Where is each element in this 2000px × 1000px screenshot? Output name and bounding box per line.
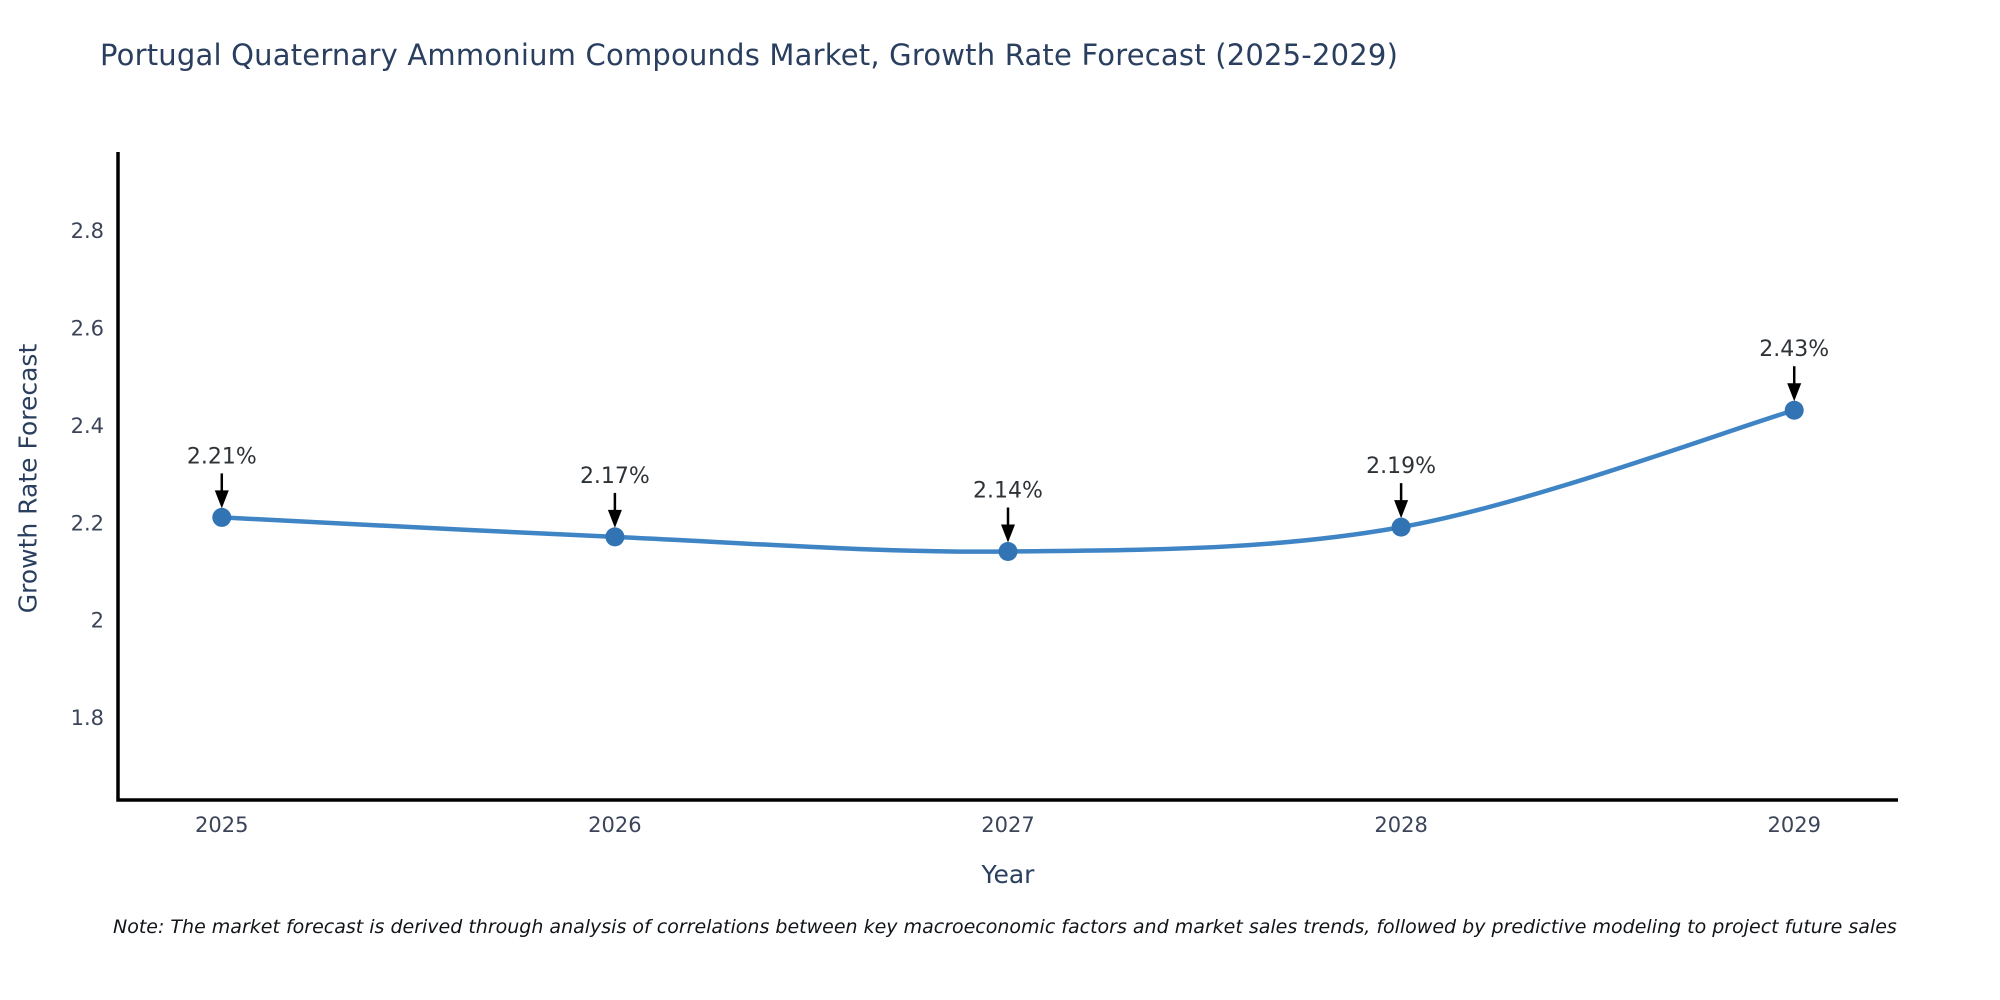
footnote-text: Note: The market forecast is derived thr… <box>113 916 1897 938</box>
data-point-marker[interactable] <box>212 507 232 527</box>
x-tick-label: 2028 <box>1374 813 1427 837</box>
data-point-marker[interactable] <box>605 527 625 547</box>
x-tick-label: 2025 <box>195 813 248 837</box>
annotation-arrowhead-icon <box>1787 383 1802 402</box>
annotation-arrowhead-icon <box>214 490 229 509</box>
annotation-arrowhead-icon <box>607 509 622 528</box>
data-point-marker[interactable] <box>1391 517 1411 537</box>
annotation-arrowhead-icon <box>1001 524 1015 543</box>
annotation-label: 2.21% <box>187 444 257 469</box>
annotation-label: 2.14% <box>973 479 1043 504</box>
x-axis-title: Year <box>981 860 1035 889</box>
axis-lines <box>116 152 1898 802</box>
x-tick-label: 2026 <box>588 813 641 837</box>
x-tick-label: 2027 <box>981 813 1034 837</box>
annotation-label: 2.19% <box>1366 454 1436 479</box>
data-point-marker[interactable] <box>998 542 1018 562</box>
y-tick-label: 2.8 <box>71 219 104 243</box>
chart-title: Portugal Quaternary Ammonium Compounds M… <box>100 38 1399 72</box>
data-point-marker[interactable] <box>1784 400 1804 420</box>
x-tick-label: 2029 <box>1767 813 1820 837</box>
annotation-arrowhead-icon <box>1394 500 1409 519</box>
y-tick-label: 2.2 <box>71 511 104 535</box>
y-tick-label: 2.4 <box>71 414 104 438</box>
annotation-label: 2.43% <box>1759 337 1829 362</box>
y-tick-label: 2.6 <box>71 316 104 340</box>
annotation-label: 2.17% <box>580 464 650 489</box>
y-tick-label: 1.8 <box>71 706 104 730</box>
y-tick-label: 2 <box>91 609 104 633</box>
